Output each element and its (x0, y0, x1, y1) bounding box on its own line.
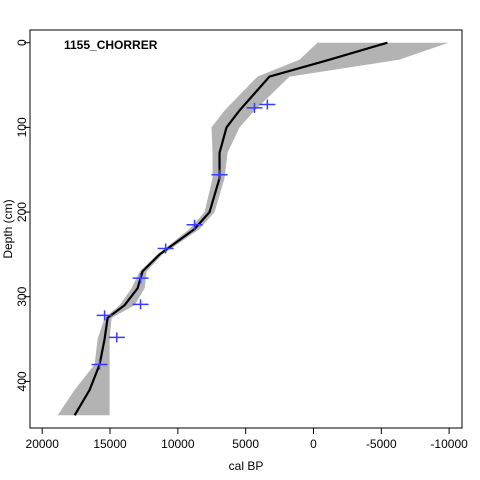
date-marker (91, 359, 108, 370)
x-tick-label: -5000 (366, 437, 397, 451)
x-tick-label: 20000 (26, 437, 60, 451)
date-marker (186, 219, 203, 230)
y-axis-label: Depth (cm) (1, 199, 15, 258)
y-tick-label: 200 (15, 202, 29, 222)
date-marker (211, 169, 228, 180)
y-tick-label: 0 (15, 39, 29, 46)
chart-title: 1155_CHORRER (64, 38, 158, 52)
date-marker (96, 310, 113, 321)
x-axis-label: cal BP (229, 459, 264, 473)
x-tick-label: 0 (310, 437, 317, 451)
x-tick-label: 10000 (161, 437, 195, 451)
date-marker (132, 299, 149, 310)
x-tick-label: 15000 (93, 437, 127, 451)
confidence-band (57, 42, 449, 416)
date-marker (157, 243, 174, 254)
date-marker (108, 332, 125, 343)
y-tick-label: 300 (15, 286, 29, 306)
date-marker (259, 99, 276, 110)
date-marker (132, 273, 149, 284)
y-tick-label: 400 (15, 371, 29, 391)
median-line (73, 41, 388, 416)
date-marker (246, 102, 263, 113)
x-tick-label: 5000 (232, 437, 259, 451)
x-tick-label: -10000 (430, 437, 468, 451)
y-tick-label: 100 (15, 117, 29, 137)
